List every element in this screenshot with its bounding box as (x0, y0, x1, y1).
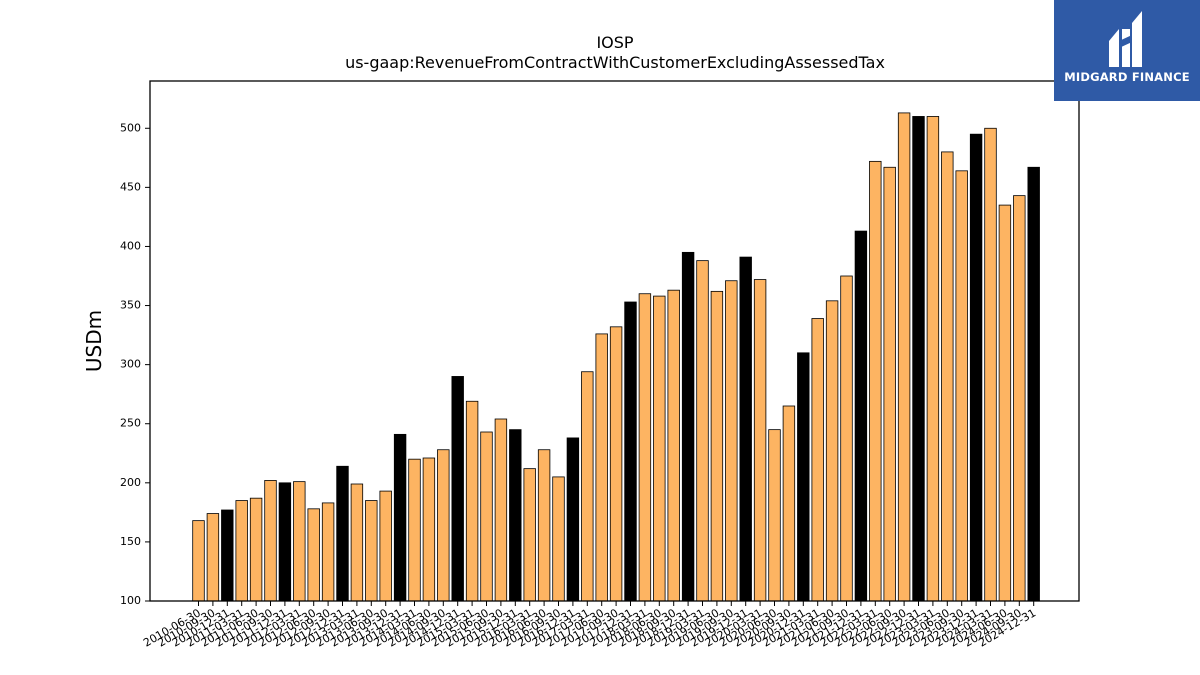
bar-2013-12-31 (393, 433, 407, 602)
y-tick-label: 400 (120, 239, 141, 252)
bar-2024-06-30 (998, 204, 1012, 602)
bar-2015-03-31 (465, 400, 479, 602)
bar-2017-09-30 (609, 326, 623, 602)
bar-2023-03-31 (926, 116, 940, 602)
y-tick-label: 300 (120, 358, 141, 371)
midgard-finance-logo: MIDGARD FINANCE (1054, 0, 1200, 101)
bar-2017-03-31 (581, 371, 594, 602)
bar-2010-09-30 (206, 513, 220, 602)
bars-group (192, 112, 1040, 602)
y-axis: 100 150 200 250 300 350 400 450 500 (120, 121, 150, 607)
y-tick-label: 500 (120, 121, 141, 134)
bar-2012-12-31 (336, 465, 349, 602)
bar-2014-03-31 (408, 458, 421, 602)
bar-2015-12-31 (509, 429, 522, 602)
bar-2016-03-31 (523, 468, 536, 602)
bar-2013-06-30 (365, 500, 378, 602)
bar-2014-09-30 (437, 449, 450, 602)
bar-2019-12-31 (739, 256, 752, 602)
bar-2016-09-30 (552, 476, 565, 602)
y-tick-label: 350 (120, 299, 141, 312)
bar-2018-06-30 (653, 295, 666, 602)
bar-2012-09-30 (321, 502, 335, 602)
y-tick-label: 200 (120, 476, 141, 489)
bar-2016-06-30 (537, 449, 551, 602)
bar-2023-09-30 (955, 170, 968, 602)
y-tick-label: 450 (120, 180, 141, 193)
plot-frame (149, 80, 1080, 602)
bar-2024-03-31 (984, 127, 997, 602)
bar-2010-06-30 (192, 520, 205, 602)
x-axis: 2010-06-302010-09-302010-12-312011-03-31… (141, 601, 1038, 650)
bar-2020-09-30 (782, 405, 796, 602)
bar-2011-06-30 (249, 497, 263, 602)
bar-2021-06-30 (825, 300, 839, 602)
bar-2018-12-31 (681, 251, 695, 602)
bar-2014-12-31 (451, 376, 464, 602)
bar-2022-12-31 (912, 116, 925, 602)
y-tick-label: 150 (120, 535, 141, 548)
chart-title: IOSP (596, 33, 633, 52)
bar-2014-06-30 (422, 457, 436, 602)
bar-2013-09-30 (379, 490, 392, 602)
bar-2021-09-30 (840, 275, 853, 602)
bar-2012-06-30 (307, 508, 320, 602)
y-tick-label: 250 (120, 417, 141, 430)
bar-2021-03-31 (811, 318, 824, 602)
bar-2018-03-31 (638, 293, 652, 602)
bar-2024-12-31 (1027, 166, 1040, 602)
bar-2020-03-31 (753, 279, 767, 602)
bar-2011-09-30 (264, 480, 277, 602)
bar-2020-12-31 (797, 352, 810, 602)
bar-2021-12-31 (854, 230, 868, 602)
bar-2016-12-31 (566, 437, 580, 602)
bar-2011-03-31 (235, 500, 248, 602)
bar-2013-03-31 (350, 483, 364, 602)
chart-subtitle: us-gaap:RevenueFromContractWithCustomerE… (345, 53, 885, 72)
logo-text: MIDGARD FINANCE (1064, 70, 1190, 84)
bar-2020-06-30 (768, 429, 781, 602)
midgard-logo-icon (1109, 11, 1142, 67)
y-tick-label: 100 (120, 594, 141, 607)
bar-2011-12-31 (278, 482, 292, 602)
bar-2015-09-30 (494, 418, 508, 602)
bar-2023-12-31 (969, 133, 983, 602)
bar-2022-03-31 (869, 160, 882, 602)
bar-2010-12-31 (221, 509, 234, 602)
bar-2019-06-30 (710, 290, 724, 602)
bar-2015-06-30 (480, 431, 493, 602)
bar-2012-03-31 (293, 481, 306, 602)
bar-2017-06-30 (595, 333, 608, 602)
bar-2017-12-31 (624, 301, 637, 602)
bar-2019-09-30 (725, 280, 738, 602)
bar-2018-09-30 (667, 289, 680, 602)
bar-2019-03-31 (696, 260, 709, 602)
bar-2022-09-30 (897, 112, 911, 602)
y-axis-label: USDm (82, 310, 106, 372)
bar-2024-09-30 (1013, 195, 1026, 602)
bar-2022-06-30 (883, 166, 896, 602)
bar-2023-06-30 (941, 151, 954, 602)
